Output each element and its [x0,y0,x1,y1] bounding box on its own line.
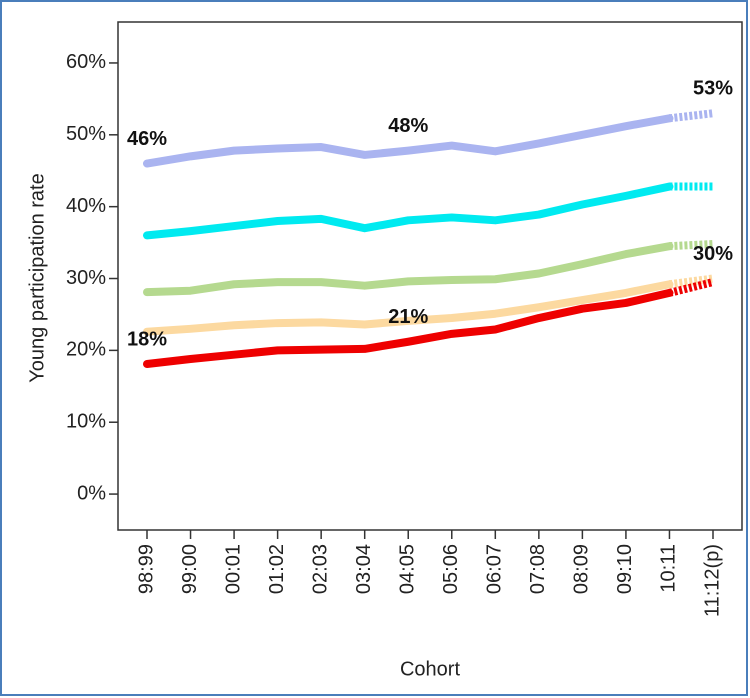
series-line-projected [669,240,714,251]
series-line [143,242,674,297]
x-tick-label: 11:12(p) [701,544,723,617]
x-tick-label: 07:08 [527,544,549,594]
y-tick-label: 20% [66,339,106,361]
x-tick-label: 05:06 [440,544,462,594]
value-label: 46% [127,128,167,150]
y-tick-label: 30% [66,267,106,289]
series-line [143,182,674,240]
value-label: 53% [693,78,733,100]
series-line-projected [668,274,714,289]
x-tick-label: 08:09 [571,544,593,594]
series-line [143,280,674,336]
series-line-projected [669,109,714,123]
x-tick-label: 03:04 [353,544,375,594]
y-tick-label: 60% [66,51,106,73]
value-label: 21% [388,306,428,328]
value-label: 30% [693,243,733,265]
y-tick-label: 50% [66,123,106,145]
y-tick-label: 10% [66,411,106,433]
y-axis-label: Young participation rate [26,173,48,382]
x-tick-label: 98:99 [135,544,157,594]
x-tick-label: 02:03 [309,544,331,594]
y-tick-label: 40% [66,195,106,217]
x-tick-label: 01:02 [266,544,288,594]
plot-box [117,21,743,531]
series-line [143,288,674,369]
x-axis-label: Cohort [400,658,460,680]
x-tick-label: 06:07 [484,544,506,594]
x-tick-label: 00:01 [222,544,244,594]
x-tick-label: 99:00 [179,544,201,594]
value-label: 48% [388,115,428,137]
x-tick-label: 09:10 [614,544,636,594]
y-tick-label: 0% [77,482,106,504]
x-tick-label: 10:11 [658,544,680,593]
series-line [143,114,674,168]
value-label: 18% [127,328,167,350]
x-tick-label: 04:05 [397,544,419,594]
series-line-projected [668,278,714,297]
